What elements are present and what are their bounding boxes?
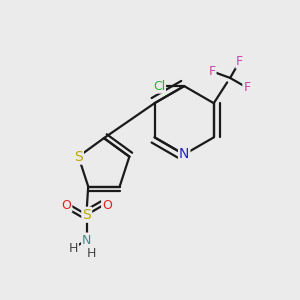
- Text: F: F: [243, 81, 250, 94]
- Text: F: F: [236, 55, 243, 68]
- Text: S: S: [82, 208, 91, 222]
- Text: H: H: [69, 242, 78, 255]
- Text: N: N: [82, 233, 92, 247]
- Text: F: F: [208, 65, 215, 78]
- Text: N: N: [179, 148, 189, 161]
- Text: Cl: Cl: [153, 80, 165, 93]
- Text: H: H: [86, 247, 96, 260]
- Text: O: O: [102, 199, 112, 212]
- Text: O: O: [61, 199, 71, 212]
- Text: S: S: [74, 150, 83, 164]
